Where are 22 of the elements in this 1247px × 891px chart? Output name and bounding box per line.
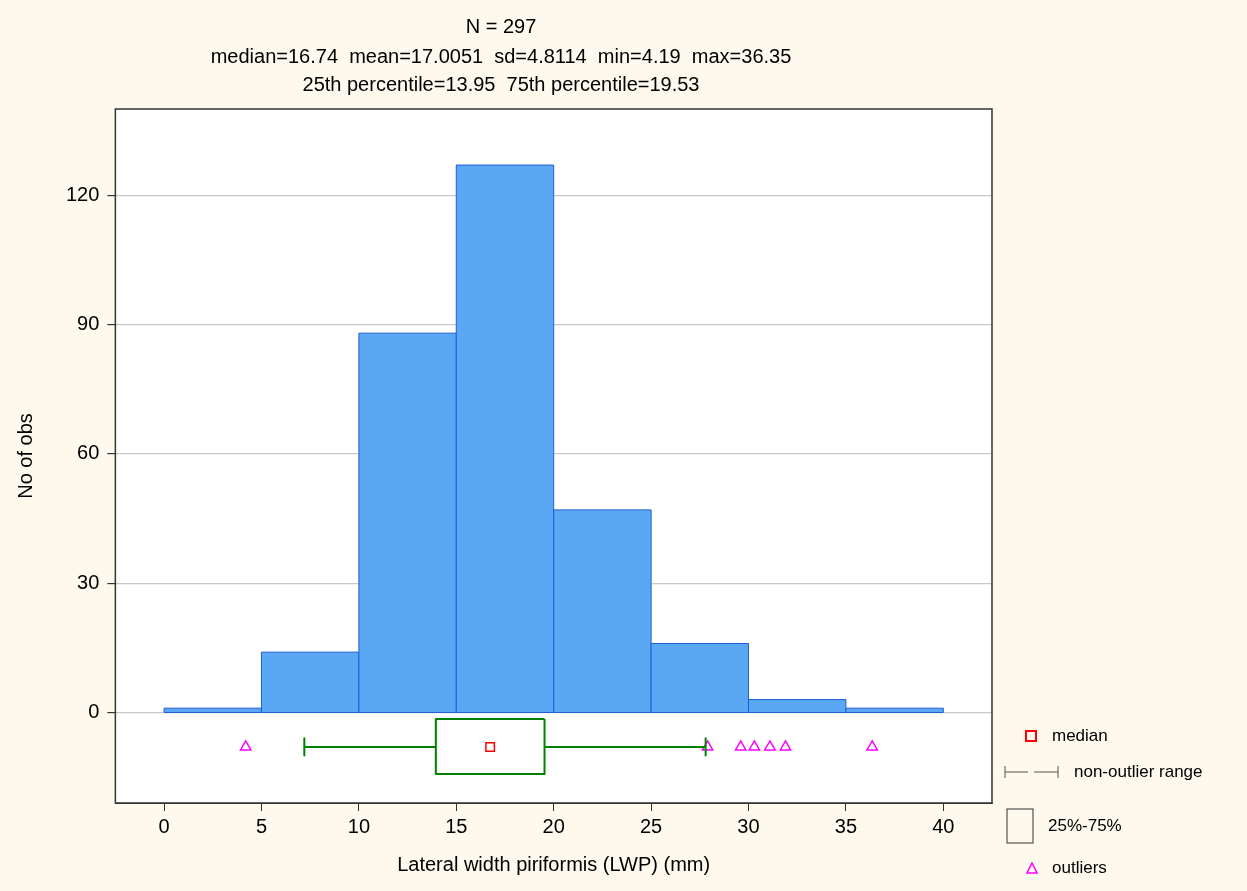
x-tick-label: 10 [347, 814, 370, 837]
y-tick-label: 90 [77, 312, 100, 335]
x-tick-label: 15 [445, 814, 468, 837]
y-tick-label: 30 [77, 570, 100, 593]
x-tick-label: 20 [542, 814, 565, 837]
x-tick-label: 25 [639, 814, 663, 837]
y-tick-label: 120 [65, 182, 100, 205]
y-axis-title: No of obs [13, 413, 36, 499]
chart-title: N = 297 [465, 14, 537, 37]
chart-subtitle: median=16.74 mean=17.0051 sd=4.8114 min=4.19 max=36.35 25th percentile=13.95 75th percentile=19.53 [210, 44, 792, 95]
y-tick-label: 0 [88, 699, 100, 722]
x-tick-label: 0 [158, 814, 170, 837]
x-tick-label: 30 [737, 814, 760, 837]
x-tick-label: 35 [834, 814, 858, 837]
text: 25%-75% [1048, 816, 1122, 836]
text: median [1052, 726, 1108, 746]
y-tick-label: 60 [77, 441, 100, 464]
x-tick-label: 40 [932, 814, 955, 837]
x-tick-label: 5 [255, 814, 268, 837]
x-axis-title: Lateral width piriformis (LWP) (mm) [397, 852, 711, 875]
text: non-outlier range [1074, 762, 1203, 782]
text: outliers [1052, 858, 1107, 878]
